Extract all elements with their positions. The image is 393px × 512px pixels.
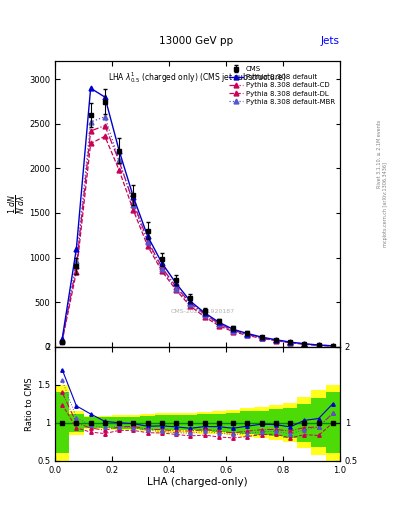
Pythia 8.308 default-CD (274, 337, 278, 343)
Pythia 8.308 default-CD (202, 311, 207, 317)
Pythia 8.308 default-DL (188, 303, 193, 309)
Text: CMS-2021_J1920187: CMS-2021_J1920187 (171, 308, 235, 314)
Pythia 8.308 default-DL (131, 207, 136, 214)
Pythia 8.308 default-MBR (74, 258, 79, 264)
Pythia 8.308 default-DL (231, 329, 235, 335)
Pythia 8.308 default-CD (88, 128, 93, 134)
Pythia 8.308 default-DL (60, 338, 64, 344)
Pythia 8.308 default-DL (145, 243, 150, 249)
Pythia 8.308 default (60, 336, 64, 342)
Pythia 8.308 default (117, 147, 121, 154)
Pythia 8.308 default-MBR (202, 312, 207, 318)
Pythia 8.308 default (274, 337, 278, 343)
Pythia 8.308 default-CD (160, 264, 164, 270)
Pythia 8.308 default (331, 343, 335, 349)
Pythia 8.308 default-DL (302, 341, 307, 347)
Legend: CMS, Pythia 8.308 default, Pythia 8.308 default-CD, Pythia 8.308 default-DL, Pyt: CMS, Pythia 8.308 default, Pythia 8.308 … (226, 63, 338, 108)
Pythia 8.308 default-CD (302, 341, 307, 347)
Pythia 8.308 default-DL (103, 133, 107, 139)
Pythia 8.308 default-MBR (145, 239, 150, 245)
Pythia 8.308 default-DL (174, 287, 178, 293)
Pythia 8.308 default-DL (288, 339, 292, 346)
Pythia 8.308 default (231, 326, 235, 332)
Pythia 8.308 default-MBR (217, 322, 221, 328)
Pythia 8.308 default-MBR (88, 119, 93, 125)
Pythia 8.308 default-DL (259, 335, 264, 342)
Pythia 8.308 default-DL (274, 337, 278, 344)
Pythia 8.308 default-CD (245, 331, 250, 337)
Pythia 8.308 default (174, 281, 178, 287)
Pythia 8.308 default-CD (174, 284, 178, 290)
Pythia 8.308 default-DL (160, 268, 164, 274)
Pythia 8.308 default-DL (245, 332, 250, 338)
Line: Pythia 8.308 default: Pythia 8.308 default (60, 86, 335, 348)
Pythia 8.308 default (103, 94, 107, 100)
Y-axis label: Ratio to CMS: Ratio to CMS (25, 377, 34, 431)
Pythia 8.308 default-CD (74, 263, 79, 269)
Pythia 8.308 default-MBR (117, 157, 121, 163)
Pythia 8.308 default-DL (117, 167, 121, 173)
Pythia 8.308 default-CD (60, 337, 64, 344)
X-axis label: LHA (charged-only): LHA (charged-only) (147, 477, 248, 487)
Text: Rivet 3.1.10, ≥ 2.1M events: Rivet 3.1.10, ≥ 2.1M events (377, 119, 382, 188)
Pythia 8.308 default (188, 298, 193, 304)
Pythia 8.308 default-DL (74, 269, 79, 275)
Text: Jets: Jets (321, 36, 340, 46)
Pythia 8.308 default (259, 334, 264, 340)
Pythia 8.308 default-CD (131, 199, 136, 205)
Pythia 8.308 default-DL (316, 343, 321, 349)
Pythia 8.308 default (288, 339, 292, 345)
Pythia 8.308 default-CD (103, 122, 107, 129)
Pythia 8.308 default-DL (88, 140, 93, 146)
Pythia 8.308 default (245, 330, 250, 336)
Pythia 8.308 default-DL (331, 343, 335, 349)
Line: Pythia 8.308 default-MBR: Pythia 8.308 default-MBR (60, 114, 335, 348)
Line: Pythia 8.308 default-CD: Pythia 8.308 default-CD (60, 123, 335, 348)
Pythia 8.308 default (88, 85, 93, 91)
Pythia 8.308 default-MBR (160, 266, 164, 272)
Pythia 8.308 default (302, 340, 307, 347)
Pythia 8.308 default-MBR (288, 339, 292, 346)
Pythia 8.308 default-CD (117, 158, 121, 164)
Pythia 8.308 default-MBR (131, 202, 136, 208)
Pythia 8.308 default-CD (331, 343, 335, 349)
Pythia 8.308 default-MBR (60, 337, 64, 343)
Line: Pythia 8.308 default-DL: Pythia 8.308 default-DL (60, 134, 335, 348)
Pythia 8.308 default-MBR (231, 328, 235, 334)
Pythia 8.308 default-CD (316, 342, 321, 348)
Pythia 8.308 default (131, 194, 136, 200)
Pythia 8.308 default-MBR (302, 341, 307, 347)
Pythia 8.308 default (160, 260, 164, 266)
Pythia 8.308 default-MBR (245, 332, 250, 338)
Pythia 8.308 default-MBR (103, 114, 107, 120)
Pythia 8.308 default (145, 233, 150, 239)
Pythia 8.308 default (74, 246, 79, 252)
Pythia 8.308 default-CD (288, 339, 292, 346)
Pythia 8.308 default-MBR (188, 302, 193, 308)
Pythia 8.308 default-MBR (174, 286, 178, 292)
Y-axis label: $\frac{1}{N}\frac{dN}{d\lambda}$: $\frac{1}{N}\frac{dN}{d\lambda}$ (6, 194, 28, 214)
Pythia 8.308 default-MBR (316, 342, 321, 348)
Text: mcplots.cern.ch [arXiv:1306.3436]: mcplots.cern.ch [arXiv:1306.3436] (384, 162, 388, 247)
Pythia 8.308 default-CD (231, 327, 235, 333)
Pythia 8.308 default-CD (145, 238, 150, 244)
Pythia 8.308 default-MBR (259, 335, 264, 341)
Text: LHA $\lambda^1_{0.5}$ (charged only) (CMS jet substructure): LHA $\lambda^1_{0.5}$ (charged only) (CM… (108, 70, 287, 85)
Pythia 8.308 default-DL (202, 314, 207, 320)
Text: 13000 GeV pp: 13000 GeV pp (160, 36, 233, 46)
Pythia 8.308 default-DL (217, 323, 221, 329)
Pythia 8.308 default-MBR (331, 343, 335, 349)
Pythia 8.308 default-CD (259, 335, 264, 341)
Pythia 8.308 default (316, 342, 321, 348)
Pythia 8.308 default-CD (217, 321, 221, 327)
Pythia 8.308 default (202, 310, 207, 316)
Pythia 8.308 default-CD (188, 300, 193, 306)
Pythia 8.308 default (217, 319, 221, 325)
Pythia 8.308 default-MBR (274, 337, 278, 344)
